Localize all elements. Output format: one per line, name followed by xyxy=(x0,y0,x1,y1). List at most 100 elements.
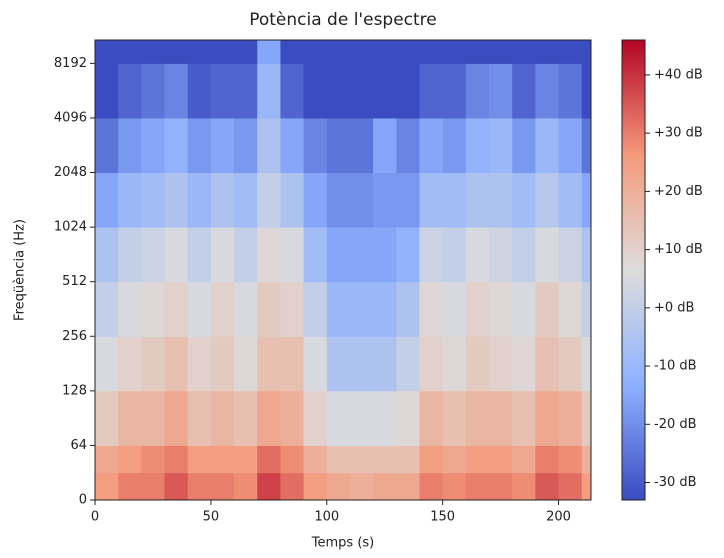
heat-cell xyxy=(373,40,397,64)
heat-cell xyxy=(396,117,420,174)
heat-cell xyxy=(234,281,258,337)
colorbar-tick-label: +30 dB xyxy=(654,126,703,141)
heat-cell xyxy=(396,63,420,119)
heat-cell xyxy=(442,40,467,64)
heat-cell xyxy=(419,117,444,174)
heat-cell xyxy=(118,336,142,392)
heat-cell xyxy=(442,172,467,228)
heat-cell xyxy=(558,63,583,119)
colorbar-tick-label: +20 dB xyxy=(654,184,703,199)
heat-cell xyxy=(303,336,328,392)
heat-cell xyxy=(442,445,467,474)
heat-cell xyxy=(257,227,281,283)
heat-cell xyxy=(141,40,166,64)
heat-cell xyxy=(95,227,119,283)
heat-cell xyxy=(303,227,328,283)
heat-cell xyxy=(326,336,351,392)
heat-cell xyxy=(95,390,119,446)
heat-cell xyxy=(396,227,420,283)
heat-cell xyxy=(303,117,328,174)
heat-cell xyxy=(581,472,592,501)
heat-cell xyxy=(535,336,560,392)
heat-cell xyxy=(326,117,351,174)
heat-cell xyxy=(303,172,328,228)
heat-cell xyxy=(118,172,142,228)
heat-cell xyxy=(187,63,212,119)
heat-cell xyxy=(257,336,281,392)
heat-cell xyxy=(95,63,119,119)
y-tick-label: 0 xyxy=(79,493,87,508)
heat-cell xyxy=(581,445,592,474)
heat-cell xyxy=(581,40,592,64)
heat-cell xyxy=(257,390,281,446)
heat-cell xyxy=(373,281,397,337)
heat-cell xyxy=(326,63,351,119)
heat-cell xyxy=(535,281,560,337)
heat-cell xyxy=(280,63,305,119)
y-tick-label: 256 xyxy=(62,329,87,344)
heat-cell xyxy=(141,117,166,174)
heat-cell xyxy=(465,63,490,119)
heat-cell xyxy=(373,472,397,501)
plot-frame xyxy=(94,39,592,501)
heat-cell xyxy=(118,445,142,474)
heat-cell xyxy=(303,445,328,474)
heat-cell xyxy=(141,227,166,283)
heat-cell xyxy=(489,472,513,501)
heat-cell xyxy=(442,336,467,392)
heat-cell xyxy=(419,172,444,228)
heat-cell xyxy=(187,40,212,64)
heat-cell xyxy=(558,445,583,474)
heat-cell xyxy=(141,172,166,228)
heat-cell xyxy=(465,472,490,501)
heat-cell xyxy=(558,390,583,446)
heat-cell xyxy=(512,445,536,474)
colorbar xyxy=(621,39,646,501)
heat-cell xyxy=(535,63,560,119)
heat-cell xyxy=(442,390,467,446)
heat-cell xyxy=(303,472,328,501)
y-axis-label: Freqüència (Hz) xyxy=(13,219,28,321)
heat-cell xyxy=(303,281,328,337)
heat-cell xyxy=(581,390,592,446)
heat-cell xyxy=(512,472,536,501)
heat-cell xyxy=(535,472,560,501)
x-tick-label: 0 xyxy=(91,510,99,525)
heat-cell xyxy=(349,281,374,337)
heat-cell xyxy=(489,281,513,337)
heat-cell xyxy=(419,336,444,392)
heat-cell xyxy=(257,117,281,174)
chart-title: Potència de l'espectre xyxy=(249,10,437,30)
heat-cell xyxy=(465,336,490,392)
heat-cell xyxy=(558,336,583,392)
heat-cell xyxy=(257,445,281,474)
heat-cell xyxy=(141,445,166,474)
heat-cell xyxy=(164,117,189,174)
heat-cell xyxy=(373,227,397,283)
heat-cell xyxy=(535,117,560,174)
heat-cell xyxy=(141,281,166,337)
heat-cell xyxy=(234,336,258,392)
heat-cell xyxy=(234,63,258,119)
heat-cell xyxy=(349,117,374,174)
heat-cell xyxy=(465,172,490,228)
heat-cell xyxy=(118,390,142,446)
heat-cell xyxy=(349,172,374,228)
heat-cell xyxy=(489,40,513,64)
x-tick-label: 200 xyxy=(546,510,571,525)
heat-cell xyxy=(187,117,212,174)
heat-cell xyxy=(442,117,467,174)
heat-cell xyxy=(280,281,305,337)
heat-cell xyxy=(164,390,189,446)
heat-cell xyxy=(210,390,235,446)
heat-cell xyxy=(581,227,592,283)
heat-cell xyxy=(95,472,119,501)
heat-cell xyxy=(141,63,166,119)
colorbar-tick-label: -20 dB xyxy=(654,417,697,432)
heat-cell xyxy=(581,172,592,228)
heat-cell xyxy=(95,336,119,392)
heat-cell xyxy=(373,63,397,119)
heat-cell xyxy=(442,281,467,337)
heat-cell xyxy=(164,445,189,474)
heat-cell xyxy=(257,63,281,119)
